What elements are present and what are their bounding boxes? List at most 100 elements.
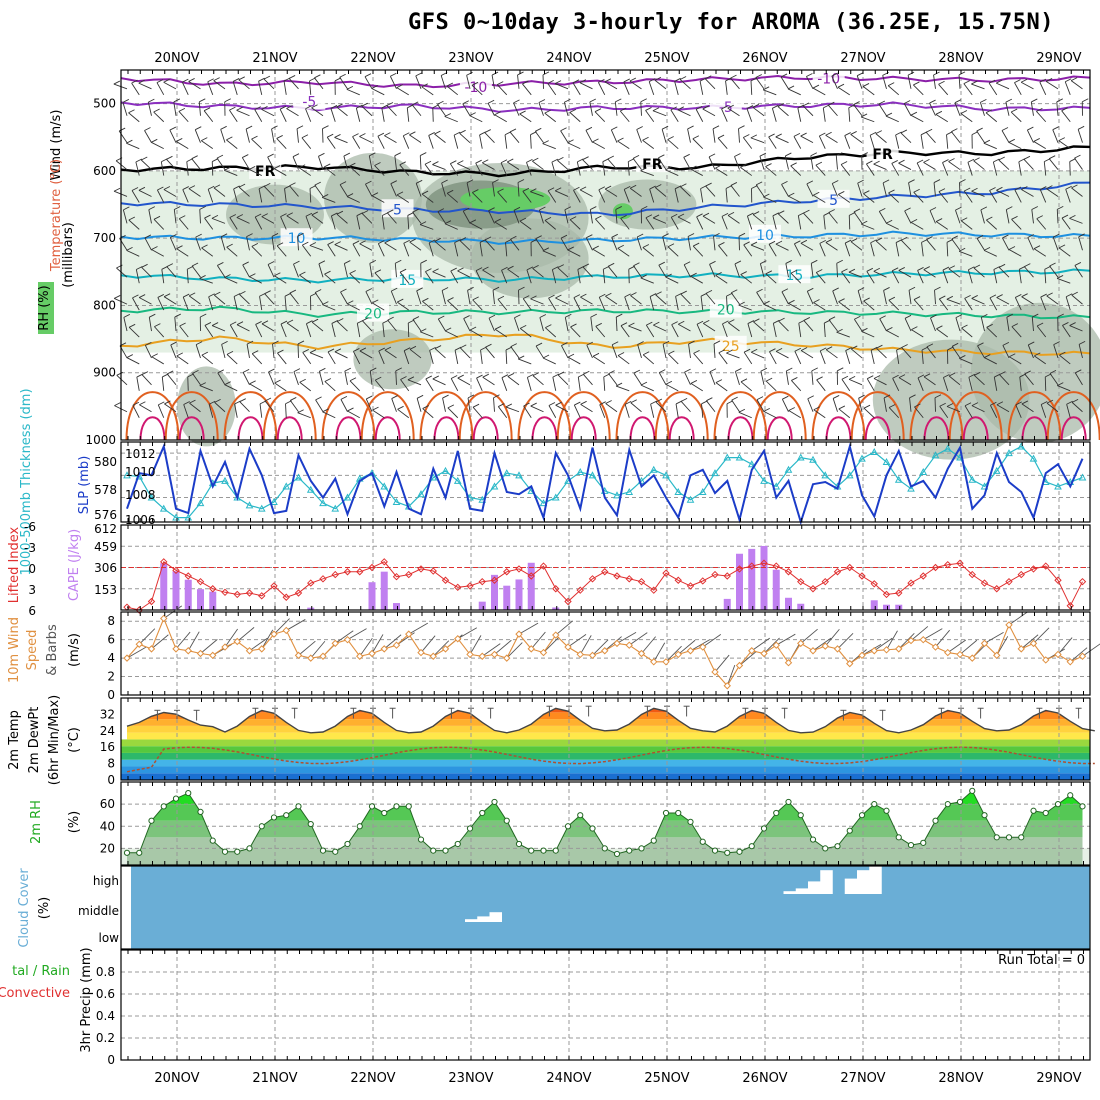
thickness-point (159, 504, 168, 512)
upper-wind-barb (648, 81, 655, 95)
thickness-point (306, 485, 315, 493)
rh-point (993, 834, 1000, 841)
upper-wind-barb (356, 104, 363, 109)
upper-wind-barb (671, 213, 678, 218)
upper-wind-barb (589, 98, 597, 103)
upper-wind-barb (1014, 79, 1021, 83)
upper-wind-barb (191, 262, 199, 267)
upper-wind-barb (994, 373, 1001, 378)
li-line (126, 560, 1083, 611)
upper-wind-barb (1027, 234, 1035, 238)
upper-wind-barb (617, 244, 624, 249)
upper-wind-barb (547, 190, 557, 203)
upper-wind-barb (397, 298, 404, 303)
upper-wind-barb (800, 350, 814, 359)
thickness-point (796, 453, 805, 461)
upper-wind-barb (866, 271, 875, 284)
upper-wind-barb (892, 378, 900, 392)
upper-wind-barb (453, 131, 461, 136)
upper-wind-barb (409, 131, 416, 136)
upper-wind-barb (996, 297, 1010, 305)
upper-wind-barb (144, 345, 152, 359)
upper-wind-barb (526, 266, 534, 271)
upper-wind-barb (542, 354, 550, 359)
upper-wind-barb (286, 212, 293, 217)
upper-wind-barb (496, 84, 508, 96)
rh-point (466, 825, 474, 832)
upper-wind-barb (311, 104, 318, 109)
cloud-block (477, 916, 490, 922)
upper-wind-barb (793, 136, 802, 149)
upper-wind-barb (875, 237, 883, 242)
upper-wind-barb (327, 241, 334, 245)
surface-wind-barb (543, 636, 560, 653)
isotherm-label-bg (249, 160, 282, 179)
isotherm-30 (223, 391, 278, 441)
upper-wind-barb (211, 322, 219, 326)
upper-wind-barb (938, 80, 945, 85)
upper-wind-barb (1032, 313, 1039, 318)
li-point (490, 576, 499, 584)
rh-point (564, 823, 572, 830)
upper-wind-barb (678, 323, 691, 332)
li-point (1054, 576, 1062, 584)
cape-bar (172, 571, 180, 610)
upper-wind-barb (607, 155, 615, 160)
upper-wind-barb (230, 321, 237, 326)
upper-wind-barb (116, 374, 128, 386)
upper-wind-barb (201, 247, 214, 257)
upper-wind-barb (923, 376, 936, 386)
surface-wind-barb (653, 642, 666, 663)
upper-wind-barb (163, 81, 177, 90)
upper-wind-barb (191, 265, 201, 278)
upper-wind-barb (649, 296, 655, 311)
upper-wind-barb (977, 342, 984, 347)
upper-wind-barb (1002, 341, 1010, 346)
upper-wind-barb (788, 407, 795, 411)
upper-wind-barb (999, 374, 1010, 386)
upper-wind-barb (409, 345, 417, 350)
upper-wind-barb (692, 135, 700, 140)
upper-wind-barb (939, 295, 946, 300)
upper-wind-barb (705, 75, 712, 80)
rh-point (613, 850, 621, 858)
upper-wind-barb (690, 275, 703, 284)
upper-wind-barb (727, 104, 734, 109)
temp-color-band (121, 746, 1090, 753)
day-label-bottom: 24NOV (546, 1071, 591, 1086)
upper-wind-barb (384, 242, 397, 251)
thickness-point (270, 497, 278, 505)
wind-speed-point (417, 648, 425, 657)
upper-wind-barb (898, 159, 905, 164)
wind-speed-point (944, 648, 952, 657)
upper-wind-barb (403, 347, 411, 352)
rh-point (185, 789, 192, 797)
wind-speed-point (196, 649, 205, 658)
upper-wind-barb (154, 323, 161, 328)
upper-wind-barb (777, 103, 785, 107)
upper-wind-barb (778, 320, 789, 332)
upper-wind-barb (182, 296, 189, 311)
upper-wind-barb (1070, 80, 1083, 90)
rh-point (785, 798, 792, 806)
upper-wind-barb (469, 219, 477, 224)
upper-wind-barb (752, 106, 765, 117)
upper-wind-barb (938, 298, 949, 311)
upper-wind-barb (976, 238, 985, 251)
upper-wind-barb (615, 98, 622, 103)
upper-wind-barb (395, 370, 397, 385)
upper-wind-barb (888, 296, 896, 301)
thickness-point (502, 469, 511, 477)
upper-wind-barb (349, 165, 361, 176)
upper-wind-barb (416, 290, 422, 305)
rh-point (809, 836, 817, 843)
upper-wind-barb (469, 112, 476, 117)
upper-wind-barb (827, 104, 838, 117)
upper-wind-barb (1057, 382, 1064, 386)
upper-wind-barb (176, 352, 183, 357)
upper-wind-barb (251, 242, 259, 247)
upper-wind-barb (971, 295, 978, 299)
ylabel-thickness: 1000-500mb Thickness (dm) (19, 388, 34, 575)
wind-speed-point (429, 652, 437, 660)
upper-wind-barb (654, 79, 667, 90)
